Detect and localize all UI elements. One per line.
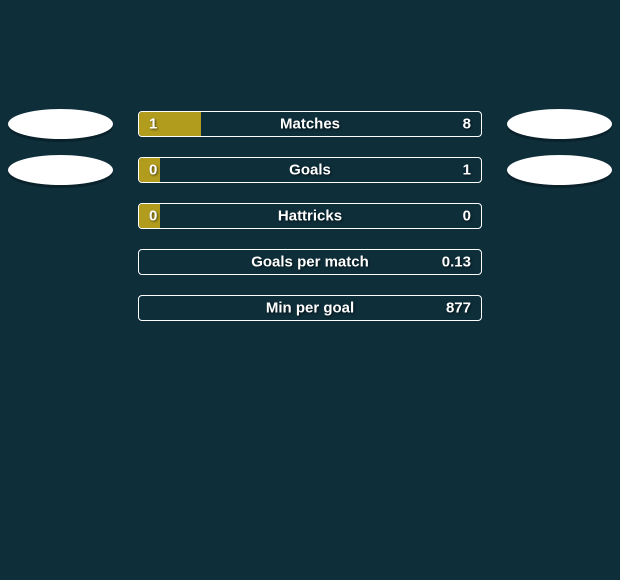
- stat-label: Goals: [139, 162, 481, 179]
- stat-value-right: 877: [446, 300, 471, 317]
- stat-bar-track: 0.13Goals per match: [138, 249, 482, 275]
- stat-value-left: 1: [149, 116, 157, 133]
- stat-value-left: 0: [149, 162, 157, 179]
- stat-row: 0 1Goals: [0, 147, 620, 193]
- stat-bar-track: 18Matches: [138, 111, 482, 137]
- stat-value-left: 0: [149, 208, 157, 225]
- stat-row: 0 0Hattricks: [0, 193, 620, 239]
- player1-avatar: [8, 155, 113, 185]
- stat-value-right: 0.13: [442, 254, 471, 271]
- stat-label: Min per goal: [139, 300, 481, 317]
- player1-avatar: [8, 109, 113, 139]
- stat-value-right: 8: [463, 116, 471, 133]
- stat-row: 18Matches: [0, 101, 620, 147]
- stat-row: 877Min per goal: [0, 285, 620, 331]
- stats-container: 18Matches01Goals00Hattricks0.13Goals per…: [0, 101, 620, 331]
- stat-bar-track: 0 1Goals: [138, 157, 482, 183]
- stat-value-right: 0: [463, 208, 471, 225]
- stat-row: 0.13Goals per match: [0, 239, 620, 285]
- player2-avatar: [507, 109, 612, 139]
- stat-bar-track: 877Min per goal: [138, 295, 482, 321]
- stat-label: Goals per match: [139, 254, 481, 271]
- stat-value-right: 1: [463, 162, 471, 179]
- player2-avatar: [507, 155, 612, 185]
- stat-bar-track: 0 0Hattricks: [138, 203, 482, 229]
- stat-label: Hattricks: [139, 208, 481, 225]
